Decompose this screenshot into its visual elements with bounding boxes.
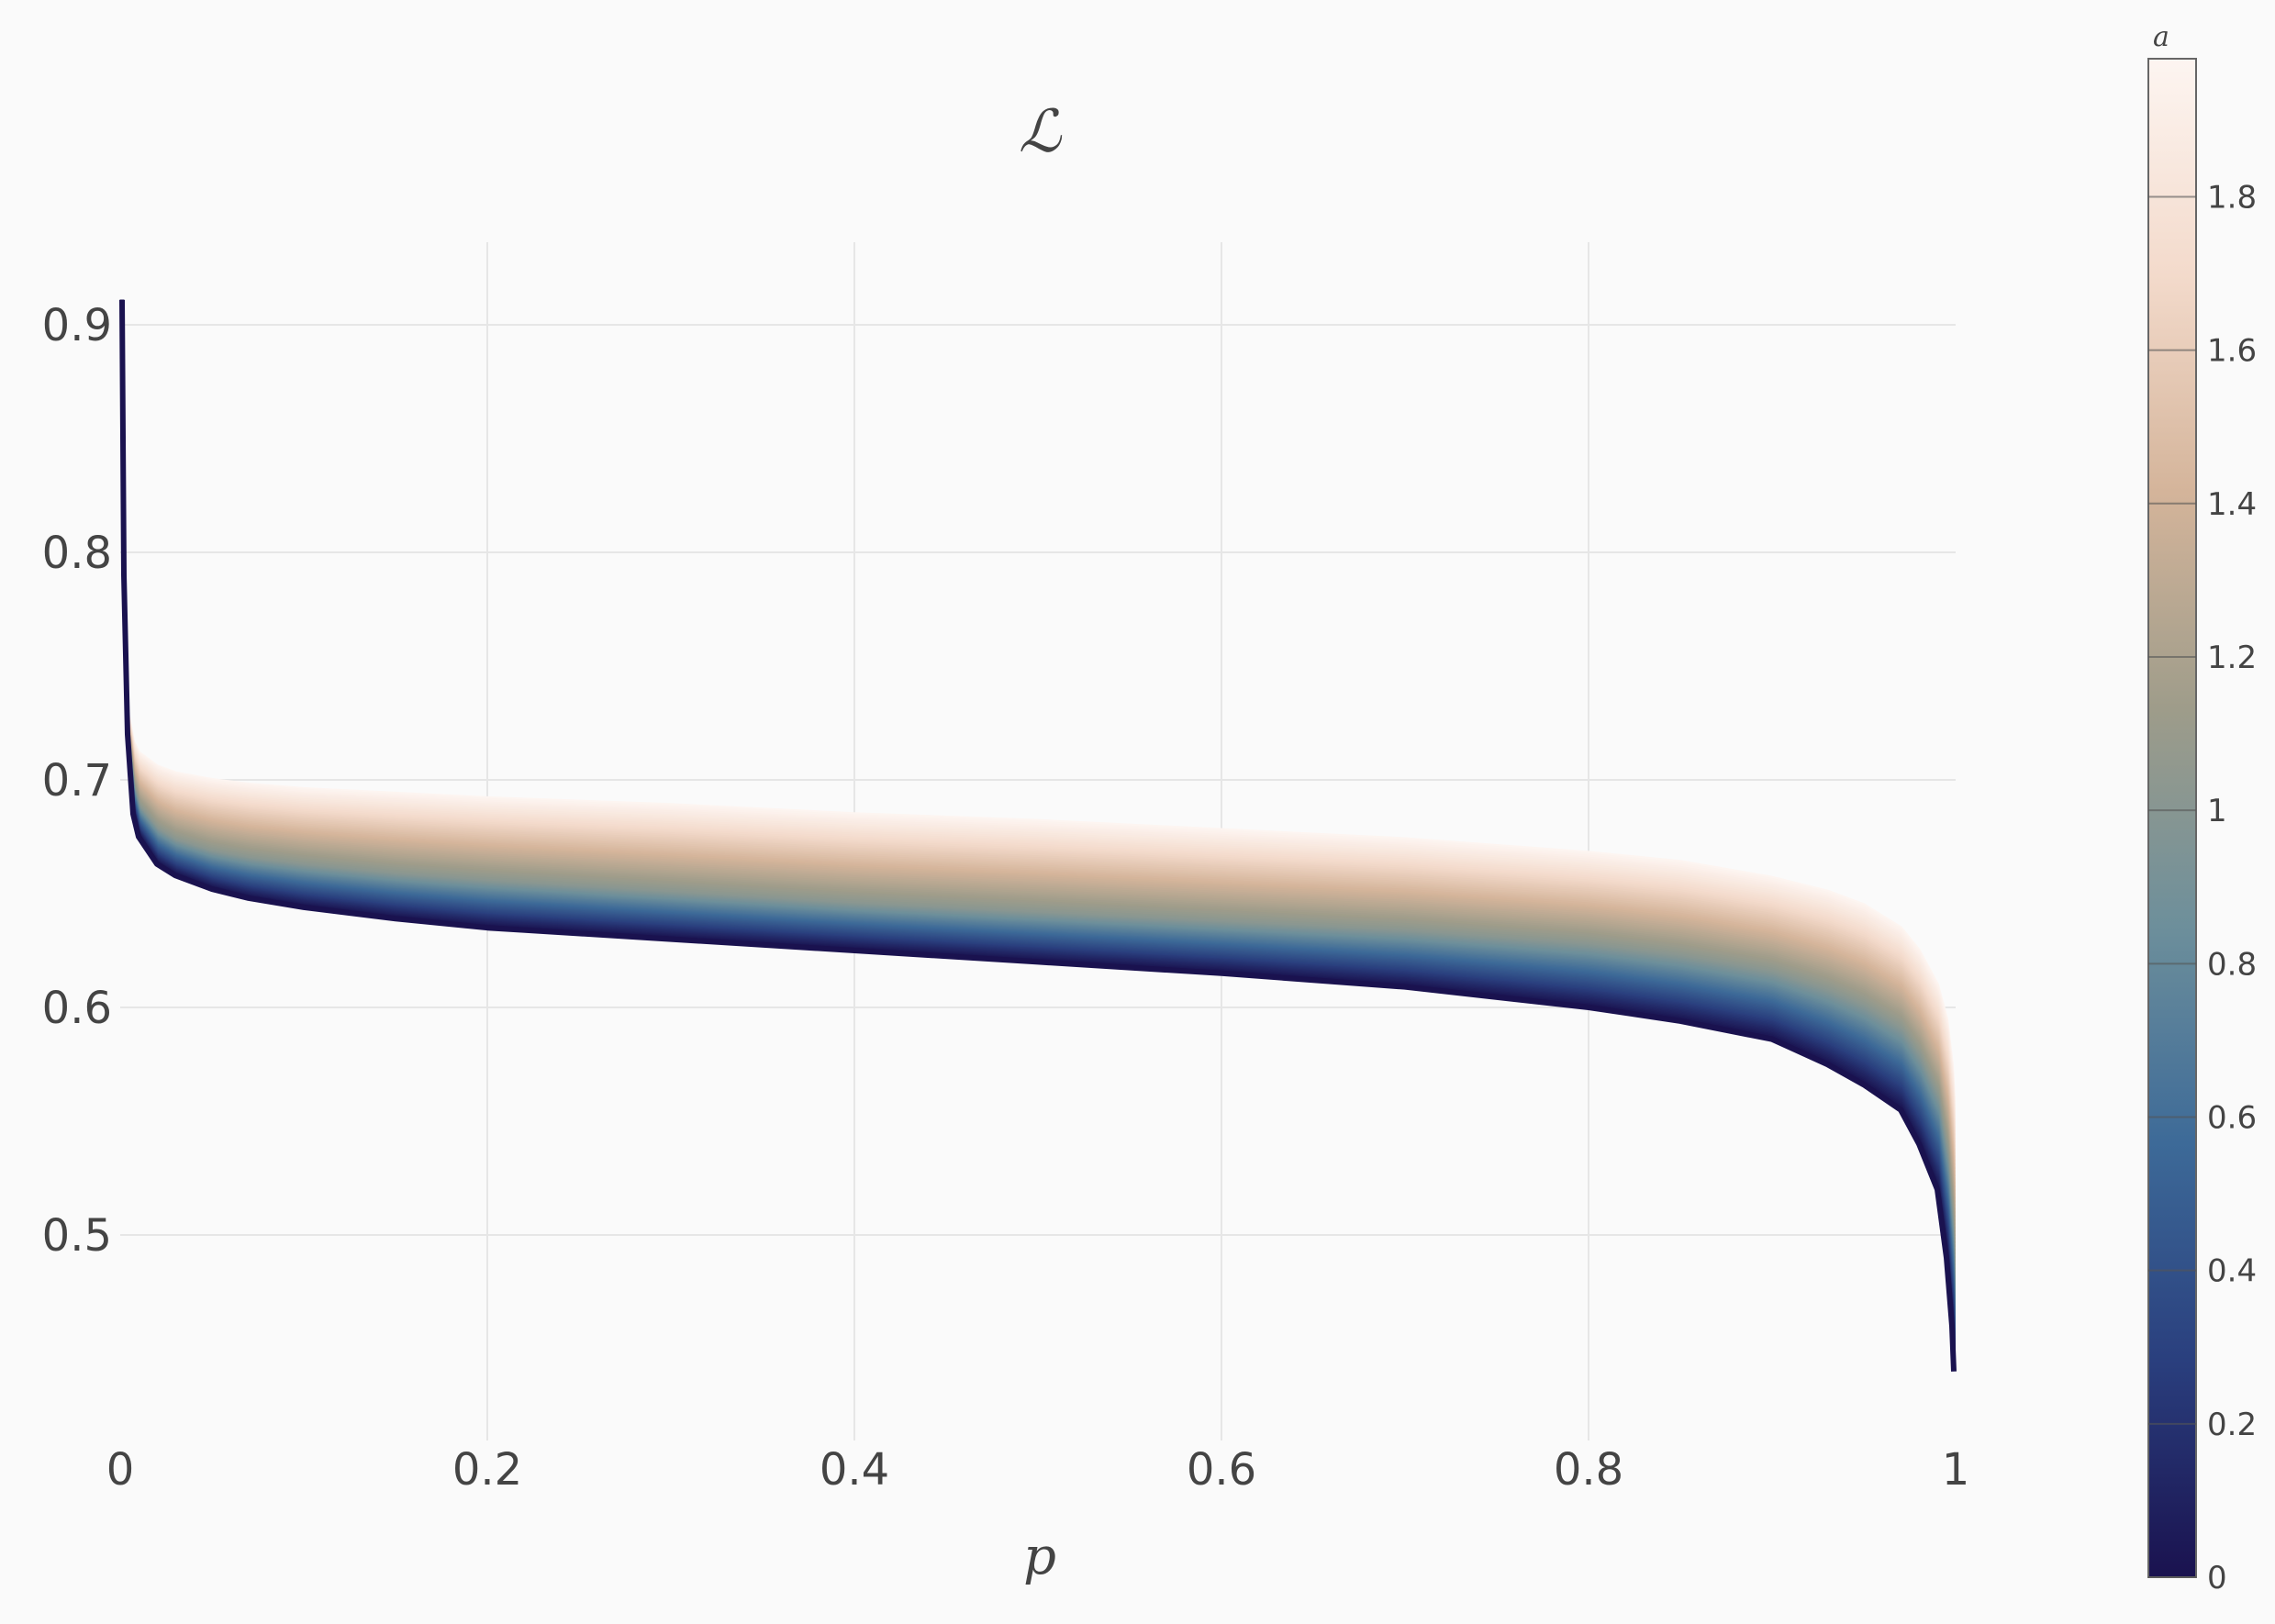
- curves: [119, 299, 1957, 1372]
- series-line: [120, 299, 1956, 1155]
- series-line: [120, 299, 1956, 1199]
- grid: [120, 242, 1956, 1440]
- y-tick-label: 0.5: [42, 1210, 112, 1262]
- series-line: [120, 299, 1956, 1255]
- y-tick-label: 0.7: [42, 755, 112, 806]
- series-line: [120, 299, 1956, 1166]
- series-line: [120, 299, 1956, 1251]
- series-line: [120, 299, 1956, 1207]
- series-line: [120, 299, 1956, 1159]
- series-line: [120, 299, 1956, 1170]
- x-tick-label: 0.6: [1187, 1444, 1256, 1496]
- series-line: [120, 299, 1956, 1277]
- series-line: [120, 299, 1956, 1233]
- colorbar-tick-label: 0.4: [2207, 1253, 2257, 1290]
- x-tick-label: 0.8: [1554, 1444, 1623, 1496]
- x-axis-title: p: [1023, 1527, 1056, 1586]
- series-line: [119, 299, 1957, 1372]
- colorbar: a 0 0.2 0.4 0.6 0.8 1 1.2 1.4 1.6 1.8: [2147, 21, 2257, 1596]
- colorbar-tick-label: 0.8: [2207, 946, 2257, 983]
- x-tick-label: 1: [1942, 1444, 1970, 1496]
- series-line: [120, 299, 1956, 1218]
- y-tick-label: 0.9: [42, 300, 112, 351]
- series-line: [120, 299, 1956, 1266]
- series-line: [120, 299, 1956, 1225]
- series-line: [120, 299, 1956, 1240]
- y-axis: 0.5 0.6 0.7 0.8 0.9: [42, 300, 112, 1262]
- series-line: [120, 299, 1956, 1248]
- series-line: [120, 299, 1956, 1192]
- series-line: [120, 299, 1956, 1270]
- y-tick-label: 0.8: [42, 528, 112, 579]
- series-line: [120, 299, 1956, 1177]
- colorbar-tick-label: 0.2: [2207, 1407, 2257, 1443]
- series-line: [120, 299, 1956, 1196]
- series-line: [120, 299, 1956, 1262]
- chart-title: ℒ: [1019, 98, 1063, 166]
- series-line: [120, 299, 1956, 1214]
- x-tick-label: 0: [106, 1444, 135, 1496]
- y-tick-label: 0.6: [42, 983, 112, 1034]
- colorbar-title: a: [2153, 21, 2169, 53]
- series-line: [120, 299, 1956, 1274]
- series-line: [120, 299, 1956, 1181]
- x-tick-label: 0.4: [820, 1444, 889, 1496]
- series-line: [120, 299, 1956, 1203]
- series-line: [120, 299, 1956, 1281]
- x-tick-label: 0.2: [452, 1444, 522, 1496]
- series-line: [120, 299, 1956, 1210]
- series-line: [120, 299, 1956, 1244]
- colorbar-tick-label: 1.8: [2207, 179, 2257, 216]
- x-axis: 0 0.2 0.4 0.6 0.8 1: [106, 1444, 1970, 1496]
- series-line: [120, 299, 1956, 1237]
- colorbar-tick-label: 1: [2207, 793, 2227, 829]
- series-line: [120, 299, 1956, 1283]
- series-line: [120, 299, 1956, 1188]
- series-line: [120, 299, 1956, 1174]
- series-line: [120, 299, 1956, 1229]
- series-line: [120, 299, 1956, 1221]
- colorbar-tick-label: 1.6: [2207, 333, 2257, 370]
- colorbar-tick-label: 1.2: [2207, 640, 2257, 676]
- series-line: [120, 299, 1956, 1162]
- series-line: [120, 299, 1956, 1185]
- colorbar-tick-label: 1.4: [2207, 486, 2257, 523]
- colorbar-tick-label: 0: [2207, 1560, 2227, 1596]
- colorbar-tick-label: 0.6: [2207, 1099, 2257, 1136]
- colorbar-gradient: [2147, 58, 2197, 1578]
